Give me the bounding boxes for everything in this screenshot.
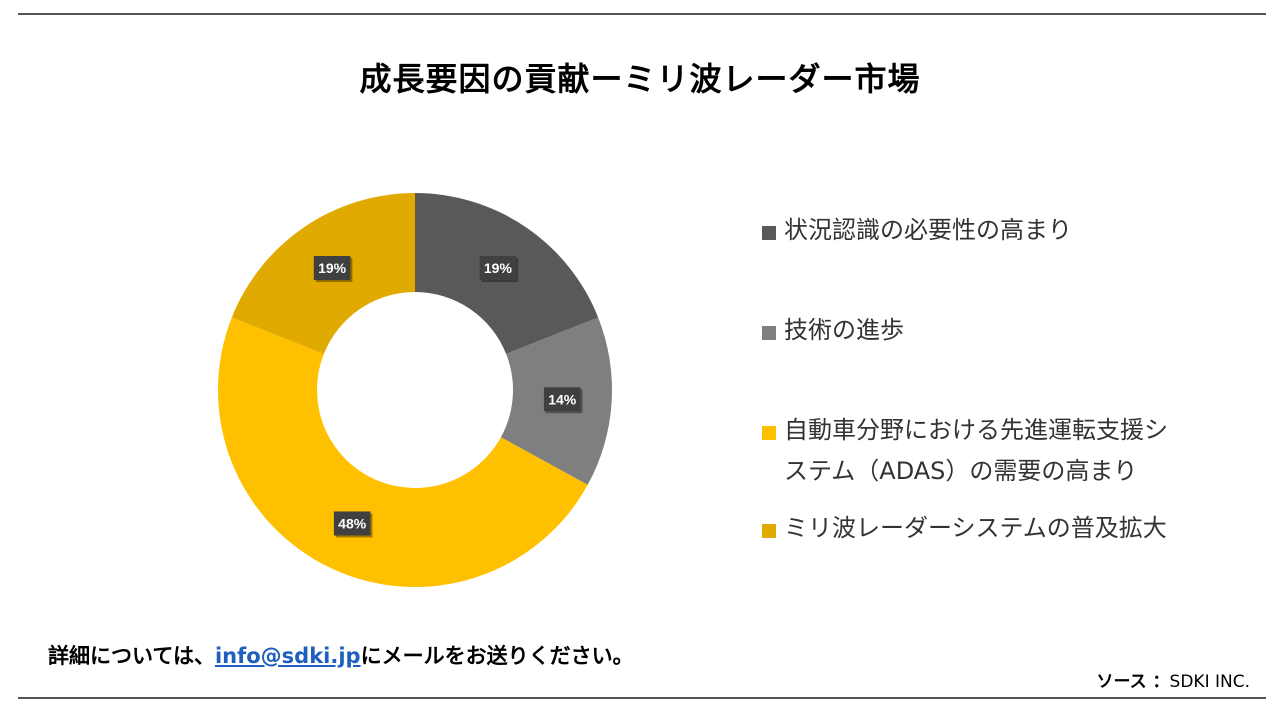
- legend-swatch: [762, 426, 776, 440]
- legend-item-adas-demand: 自動車分野における先進運転支援シ ステム（ADAS）の需要の高まり: [758, 410, 1228, 492]
- slice-data-label: 19%: [313, 256, 353, 283]
- legend-label-line1: 自動車分野における先進運転支援シ: [784, 416, 1168, 444]
- legend-label: 技術の進歩: [784, 316, 904, 344]
- contact-suffix: にメールをお送りください。: [360, 644, 634, 668]
- slice-data-label: 14%: [543, 387, 583, 414]
- label-text: 19%: [484, 260, 513, 276]
- label-text: 19%: [318, 260, 347, 276]
- legend-item-tech-advances: 技術の進歩: [758, 310, 1228, 351]
- contact-prefix: 詳細については、: [48, 644, 215, 668]
- legend-swatch: [762, 226, 776, 240]
- label-box: [479, 256, 517, 281]
- contact-note: 詳細については、info@sdki.jpにメールをお送りください。: [48, 640, 634, 670]
- label-box: [333, 511, 371, 536]
- legend-label: 状況認識の必要性の高まり: [784, 216, 1072, 244]
- legend-item-radar-adoption: ミリ波レーダーシステムの普及拡大: [758, 508, 1228, 549]
- legend-swatch: [762, 524, 776, 538]
- top-rule: [18, 13, 1266, 15]
- slice-adas-demand: [217, 317, 588, 588]
- legend-swatch: [762, 326, 776, 340]
- slice-data-label: 48%: [333, 511, 373, 538]
- label-text: 14%: [548, 391, 577, 407]
- slice-data-label: 19%: [479, 256, 519, 283]
- source-value: SDKI INC.: [1169, 672, 1250, 692]
- label-text: 48%: [338, 515, 367, 531]
- source-label: ソース ：: [1096, 672, 1170, 692]
- bottom-rule: [18, 697, 1266, 699]
- label-box: [313, 256, 351, 281]
- legend-item-situational-awareness: 状況認識の必要性の高まり: [758, 210, 1228, 251]
- chart-title: 成長要因の貢献ーミリ波レーダー市場: [359, 60, 921, 98]
- legend-label-line2: ステム（ADAS）の需要の高まり: [784, 457, 1138, 485]
- label-box: [543, 387, 581, 412]
- legend-label: ミリ波レーダーシステムの普及拡大: [784, 514, 1167, 542]
- donut-chart: 19% 14% 48% 19%: [217, 193, 612, 588]
- email-link[interactable]: info@sdki.jp: [214, 644, 361, 668]
- source-note: ソース ：SDKI INC.: [1096, 667, 1250, 692]
